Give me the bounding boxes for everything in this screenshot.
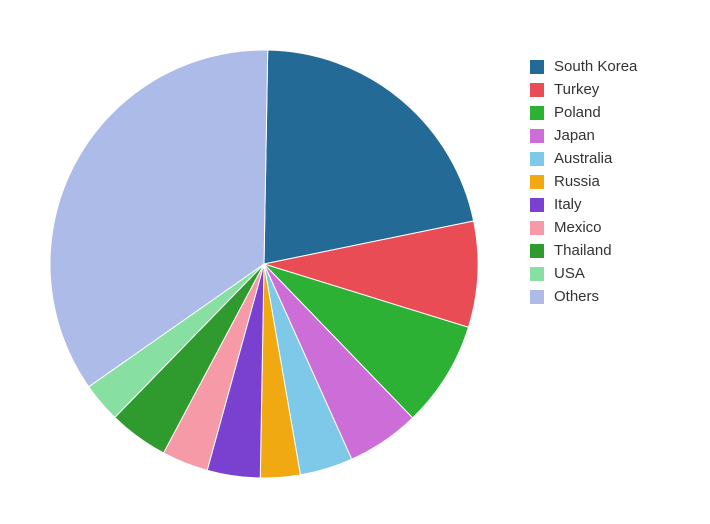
legend: South Korea Turkey Poland Japan Australia Rus… bbox=[530, 58, 637, 311]
legend-swatch bbox=[530, 106, 544, 120]
legend-swatch bbox=[530, 152, 544, 166]
legend-label: Russia bbox=[554, 173, 600, 190]
legend-item: Russia bbox=[530, 173, 637, 190]
legend-item: Australia bbox=[530, 150, 637, 167]
legend-label: Thailand bbox=[554, 242, 612, 259]
legend-item: Thailand bbox=[530, 242, 637, 259]
legend-label: Italy bbox=[554, 196, 582, 213]
legend-swatch bbox=[530, 290, 544, 304]
legend-item: Others bbox=[530, 288, 637, 305]
legend-label: South Korea bbox=[554, 58, 637, 75]
legend-item: Poland bbox=[530, 104, 637, 121]
legend-item: Italy bbox=[530, 196, 637, 213]
legend-label: Japan bbox=[554, 127, 595, 144]
legend-label: Mexico bbox=[554, 219, 602, 236]
legend-label: Australia bbox=[554, 150, 612, 167]
legend-item: Mexico bbox=[530, 219, 637, 236]
legend-label: Others bbox=[554, 288, 599, 305]
legend-item: Japan bbox=[530, 127, 637, 144]
legend-swatch bbox=[530, 129, 544, 143]
legend-swatch bbox=[530, 221, 544, 235]
legend-swatch bbox=[530, 267, 544, 281]
legend-label: USA bbox=[554, 265, 585, 282]
legend-swatch bbox=[530, 60, 544, 74]
pie-chart bbox=[48, 48, 480, 480]
legend-item: Turkey bbox=[530, 81, 637, 98]
legend-item: South Korea bbox=[530, 58, 637, 75]
legend-item: USA bbox=[530, 265, 637, 282]
legend-label: Poland bbox=[554, 104, 601, 121]
legend-swatch bbox=[530, 83, 544, 97]
legend-swatch bbox=[530, 175, 544, 189]
legend-swatch bbox=[530, 244, 544, 258]
legend-swatch bbox=[530, 198, 544, 212]
legend-label: Turkey bbox=[554, 81, 599, 98]
chart-stage: South Korea Turkey Poland Japan Australia Rus… bbox=[0, 0, 710, 524]
